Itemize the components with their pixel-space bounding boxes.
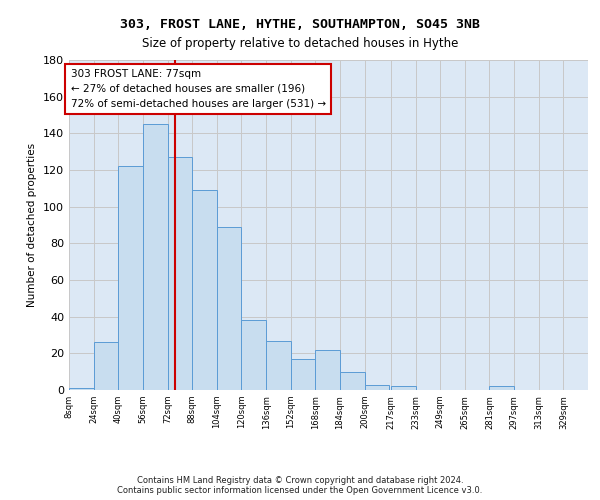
Bar: [316, 350, 340, 390]
Bar: [118, 166, 143, 390]
Bar: [217, 227, 241, 390]
Bar: [241, 320, 266, 390]
Text: 303, FROST LANE, HYTHE, SOUTHAMPTON, SO45 3NB: 303, FROST LANE, HYTHE, SOUTHAMPTON, SO4…: [120, 18, 480, 30]
Bar: [340, 372, 365, 390]
Bar: [391, 386, 416, 390]
Bar: [365, 384, 389, 390]
Text: Contains HM Land Registry data © Crown copyright and database right 2024.
Contai: Contains HM Land Registry data © Crown c…: [118, 476, 482, 495]
Bar: [490, 386, 514, 390]
Bar: [192, 190, 217, 390]
Y-axis label: Number of detached properties: Number of detached properties: [28, 143, 37, 307]
Bar: [291, 359, 316, 390]
Text: Size of property relative to detached houses in Hythe: Size of property relative to detached ho…: [142, 38, 458, 51]
Bar: [143, 124, 167, 390]
Bar: [167, 157, 192, 390]
Text: 303 FROST LANE: 77sqm
← 27% of detached houses are smaller (196)
72% of semi-det: 303 FROST LANE: 77sqm ← 27% of detached …: [71, 69, 326, 109]
Bar: [69, 388, 94, 390]
Bar: [94, 342, 118, 390]
Bar: [266, 340, 291, 390]
